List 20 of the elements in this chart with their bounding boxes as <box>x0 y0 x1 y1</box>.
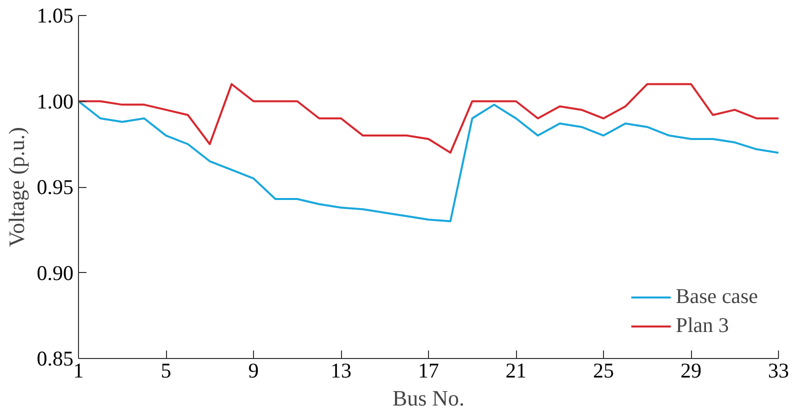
x-tick-label: 9 <box>248 358 259 382</box>
x-tick-label: 29 <box>680 358 702 382</box>
y-tick-label: 0.85 <box>36 346 74 370</box>
y-axis-title: Voltage (p.u.) <box>4 127 29 247</box>
legend-label: Plan 3 <box>676 313 729 338</box>
legend-label: Base case <box>676 284 758 309</box>
x-tick-label: 13 <box>330 358 352 382</box>
x-tick-label: 25 <box>593 358 614 382</box>
y-tick-label: 0.90 <box>36 260 74 285</box>
x-tick-label: 17 <box>418 358 439 382</box>
line-series <box>78 83 778 154</box>
x-tick-label: 1 <box>73 358 84 382</box>
y-tick-label: 1.00 <box>36 89 74 114</box>
line-series <box>78 100 778 222</box>
y-tick-label: 1.05 <box>36 4 74 28</box>
x-axis-title: Bus No. <box>392 386 465 410</box>
y-tick-label: 0.95 <box>36 175 74 199</box>
x-tick-label: 21 <box>506 358 526 382</box>
x-tick-label: 5 <box>160 358 172 382</box>
x-tick-label: 33 <box>768 358 789 382</box>
